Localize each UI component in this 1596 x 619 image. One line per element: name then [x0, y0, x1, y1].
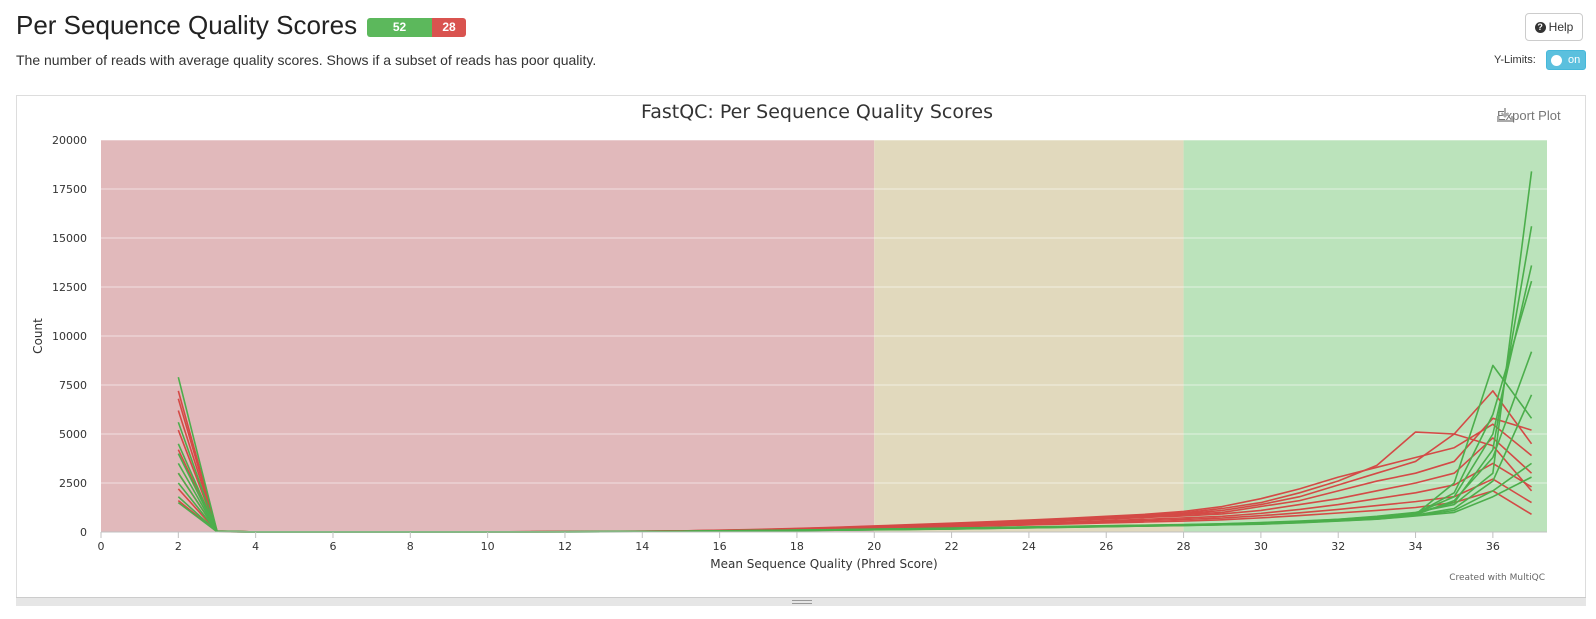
download-icon: [1497, 108, 1513, 122]
quality-scores-chart: 0 2500 5000 7500 10000 12500 15000 17500 20000 0 2…: [31, 101, 1547, 583]
question-circle-icon: ?: [1534, 21, 1546, 33]
x-tick-label: 16: [713, 540, 727, 553]
export-plot-button[interactable]: Export Plot: [1497, 108, 1561, 123]
toggle-label: on: [1568, 54, 1581, 66]
section-description: The number of reads with average quality…: [16, 52, 597, 68]
plot-resize-handle[interactable]: [16, 597, 1586, 606]
x-tick-label: 34: [1409, 540, 1423, 553]
x-tick-label: 18: [790, 540, 804, 553]
fail-count-badge[interactable]: 28: [432, 18, 466, 37]
credit-text: Created with MultiQC: [1449, 573, 1545, 583]
pass-count-badge[interactable]: 52: [367, 18, 432, 37]
x-tick-label: 30: [1254, 540, 1268, 553]
x-tick-label: 4: [252, 540, 259, 553]
chart-title: FastQC: Per Sequence Quality Scores: [641, 101, 993, 123]
ylimits-label: Y-Limits:: [1494, 54, 1536, 66]
y-tick-label: 0: [80, 526, 87, 539]
x-tick-label: 22: [945, 540, 959, 553]
x-tick-label: 26: [1099, 540, 1113, 553]
y-tick-label: 10000: [52, 330, 87, 343]
x-tick-label: 28: [1177, 540, 1191, 553]
x-tick-label: 24: [1022, 540, 1036, 553]
x-tick-label: 36: [1486, 540, 1500, 553]
x-tick-label: 32: [1331, 540, 1345, 553]
y-tick-label: 5000: [59, 428, 87, 441]
x-axis-label: Mean Sequence Quality (Phred Score): [710, 557, 938, 571]
toggle-knob: [1551, 54, 1562, 66]
y-tick-label: 7500: [59, 379, 87, 392]
x-tick-label: 0: [98, 540, 105, 553]
status-badges: 52 28: [367, 18, 466, 37]
help-button-label: Help: [1548, 20, 1574, 34]
y-axis-label: Count: [31, 318, 45, 354]
x-tick-label: 6: [329, 540, 336, 553]
y-tick-label: 2500: [59, 477, 87, 490]
y-tick-label: 17500: [52, 183, 87, 196]
x-tick-label: 10: [481, 540, 495, 553]
y-tick-label: 20000: [52, 134, 87, 147]
y-tick-label: 15000: [52, 232, 87, 245]
x-tick-label: 12: [558, 540, 572, 553]
y-tick-label: 12500: [52, 281, 87, 294]
grip-icon: [792, 600, 812, 604]
x-tick-label: 2: [175, 540, 182, 553]
ylimits-toggle[interactable]: on: [1546, 50, 1586, 70]
help-button[interactable]: ? Help: [1525, 13, 1583, 41]
plot-container: 0 2500 5000 7500 10000 12500 15000 17500 20000 0 2…: [16, 95, 1586, 599]
x-tick-label: 8: [407, 540, 414, 553]
page-title: Per Sequence Quality Scores: [16, 10, 358, 40]
x-tick-label: 14: [635, 540, 649, 553]
x-tick-label: 20: [867, 540, 881, 553]
